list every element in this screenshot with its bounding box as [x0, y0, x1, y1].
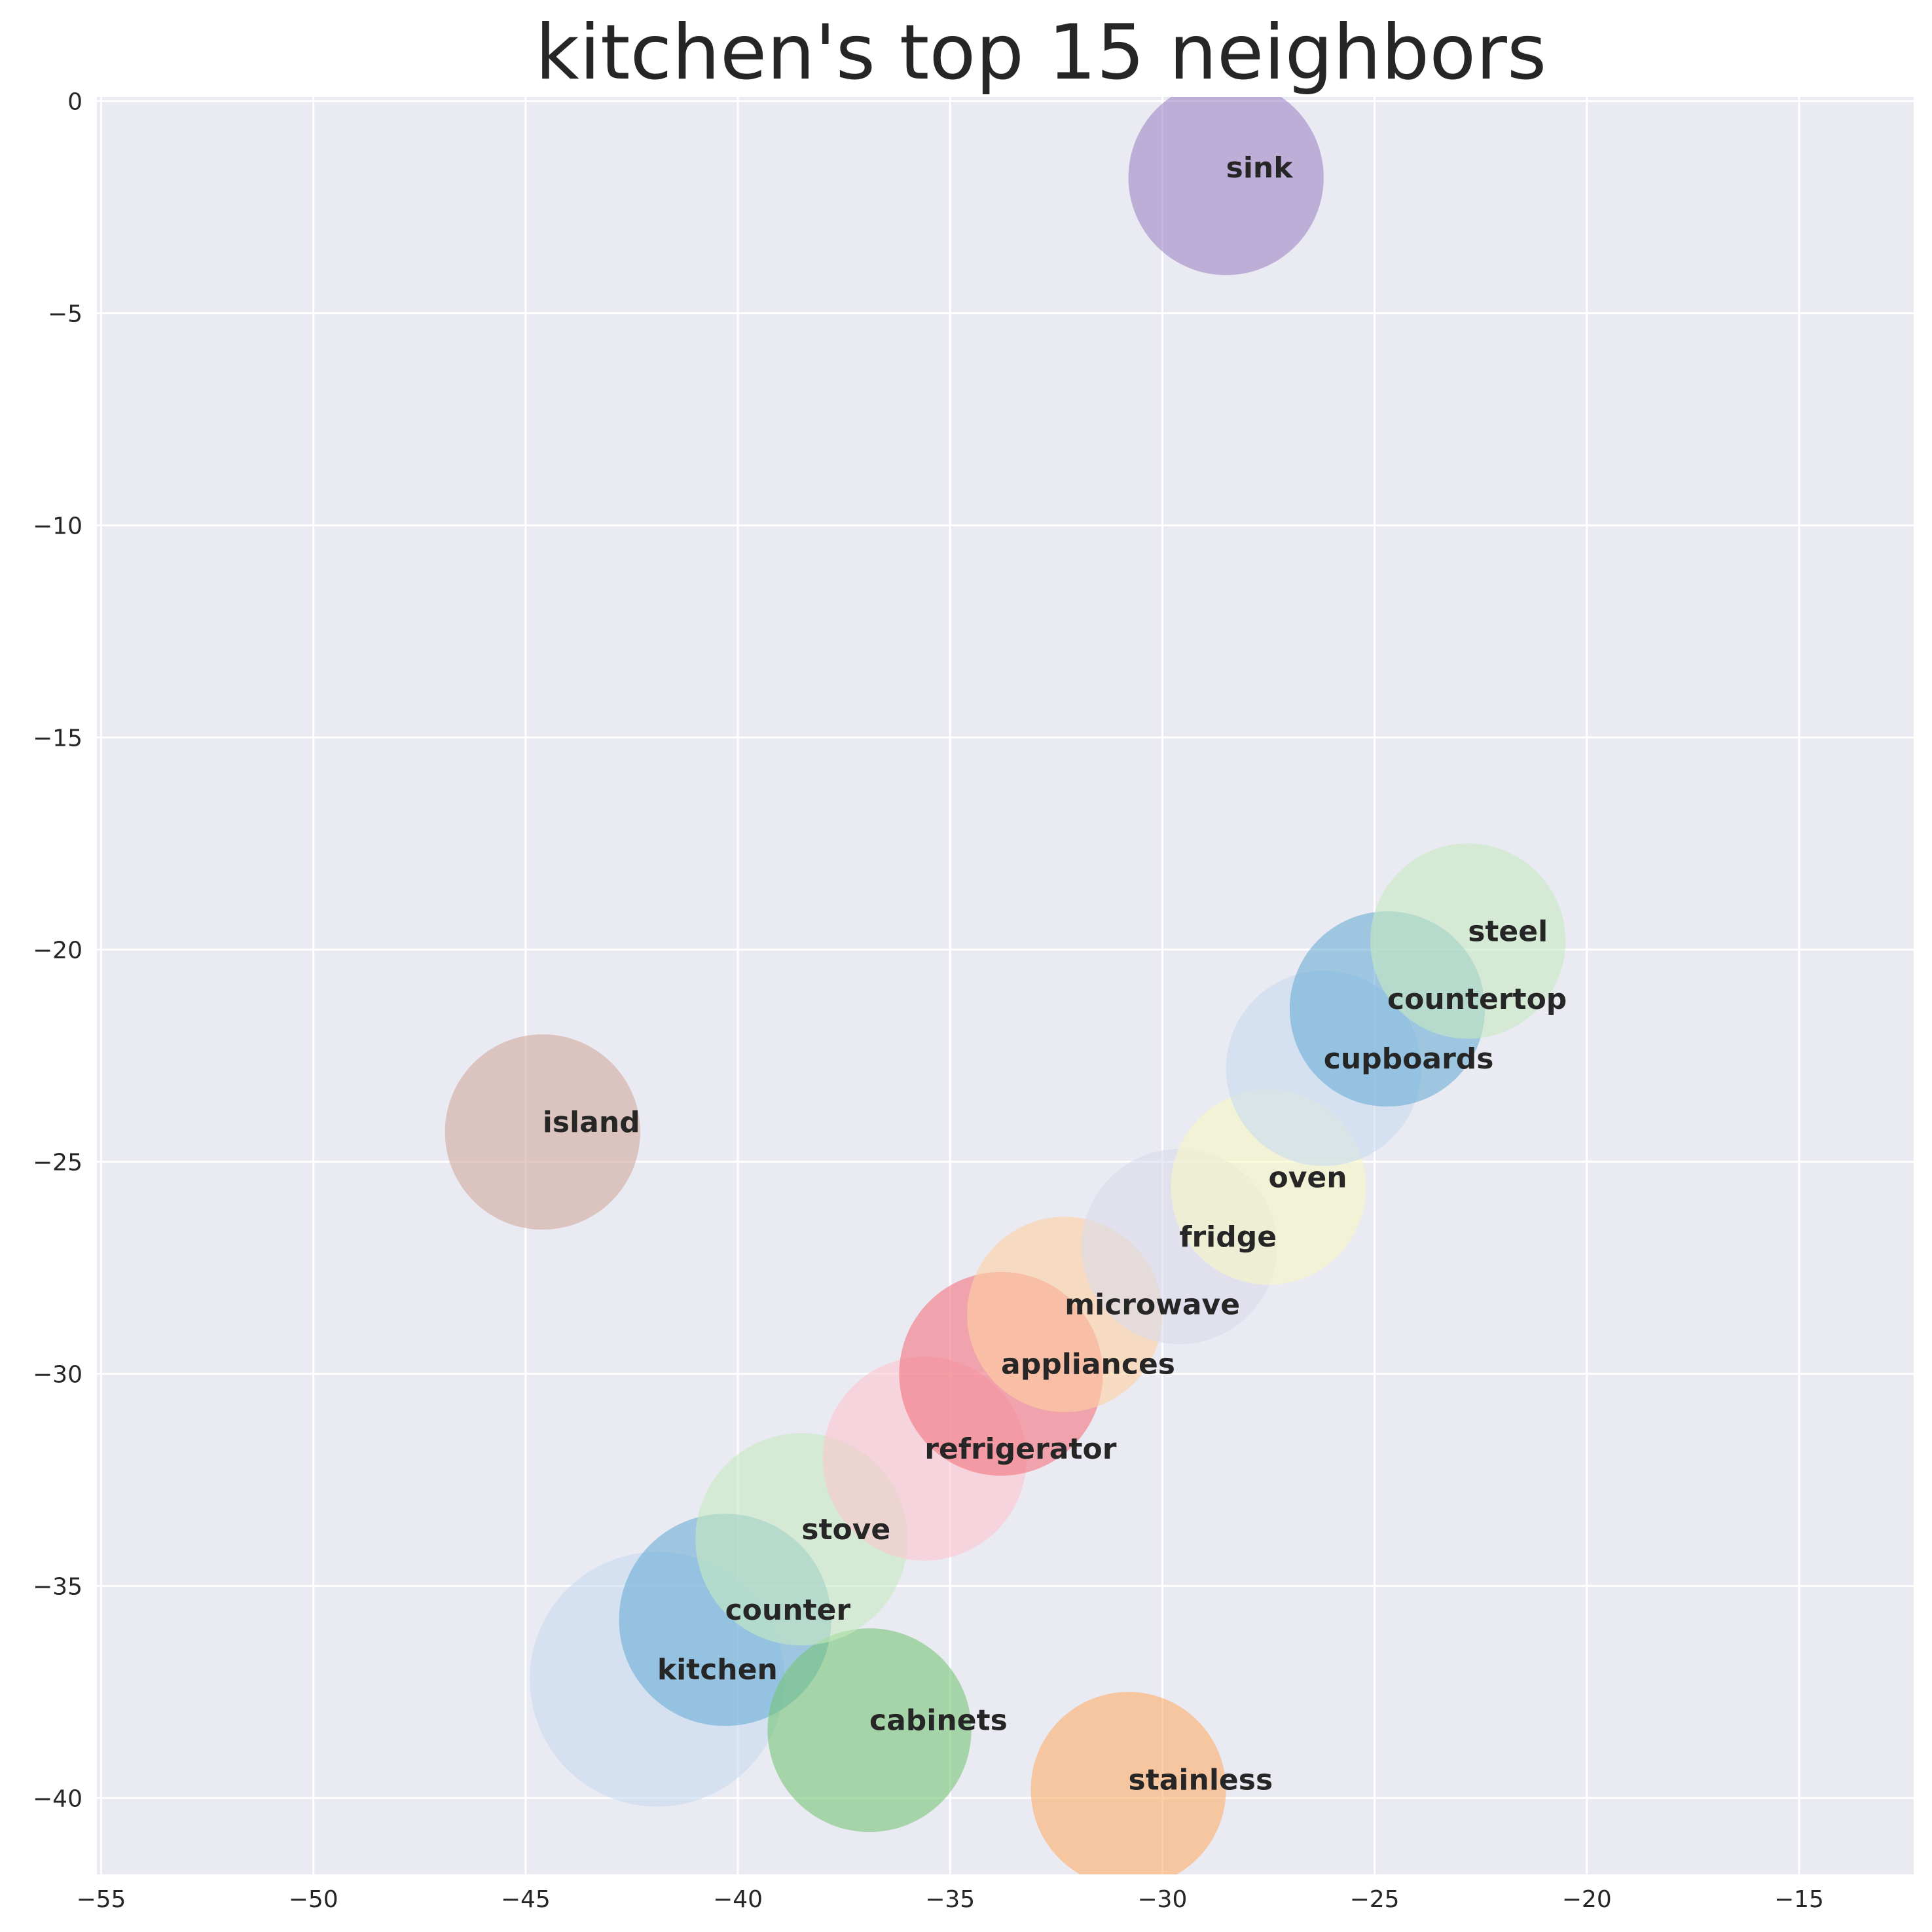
y-tick-label: −35 — [33, 1573, 82, 1600]
point-label-island: island — [543, 1106, 640, 1139]
y-tick-label: −25 — [33, 1149, 82, 1176]
y-tick-label: 0 — [67, 88, 82, 115]
x-tick-label: −55 — [76, 1886, 126, 1913]
point-label-steel: steel — [1468, 915, 1548, 948]
points — [445, 97, 1566, 1874]
x-tick-label: −35 — [925, 1886, 975, 1913]
y-tick-label: −40 — [33, 1785, 82, 1812]
x-tick-label: −30 — [1137, 1886, 1187, 1913]
y-tick-label: −30 — [33, 1361, 82, 1388]
point-label-refrigerator: refrigerator — [924, 1432, 1116, 1466]
point-labels: kitchen counter cabinets stove refrigerator a… — [543, 151, 1567, 1796]
point-label-counter: counter — [725, 1594, 851, 1627]
y-tick-label: −15 — [33, 725, 82, 752]
point-label-cabinets: cabinets — [869, 1704, 1008, 1738]
y-tick-label: −5 — [48, 301, 82, 327]
point-label-appliances: appliances — [1001, 1347, 1175, 1381]
x-tick-label: −15 — [1774, 1886, 1824, 1913]
point-label-stainless: stainless — [1129, 1763, 1273, 1796]
x-tick-label: −45 — [501, 1886, 551, 1913]
point-stainless — [1030, 1692, 1226, 1874]
plot-area — [97, 97, 1914, 1874]
point-sink — [1128, 97, 1324, 276]
point-label-fridge: fridge — [1179, 1220, 1277, 1254]
point-label-sink: sink — [1226, 151, 1294, 185]
grid-lines — [97, 97, 1914, 1874]
point-label-cupboards: cupboards — [1324, 1042, 1494, 1076]
point-label-oven: oven — [1268, 1161, 1347, 1194]
x-tick-label: −50 — [289, 1886, 338, 1913]
x-tick-label: −20 — [1562, 1886, 1612, 1913]
point-label-microwave: microwave — [1065, 1288, 1240, 1322]
point-steel — [1370, 843, 1566, 1039]
point-island — [445, 1034, 640, 1230]
y-tick-label: −10 — [33, 513, 82, 539]
point-label-kitchen: kitchen — [657, 1653, 778, 1686]
x-tick-label: −40 — [713, 1886, 763, 1913]
point-cabinets — [767, 1628, 972, 1832]
point-label-stove: stove — [801, 1513, 890, 1546]
x-tick-label: −25 — [1350, 1886, 1400, 1913]
tick-labels: −55 −50 −45 −40 −35 −30 −25 −20 −15 0 −5 −10 −15 −20 −… — [33, 88, 1824, 1913]
chart-title: kitchen's top 15 neighbors — [536, 9, 1547, 97]
point-label-countertop: countertop — [1387, 983, 1567, 1016]
y-tick-label: −20 — [33, 937, 82, 964]
